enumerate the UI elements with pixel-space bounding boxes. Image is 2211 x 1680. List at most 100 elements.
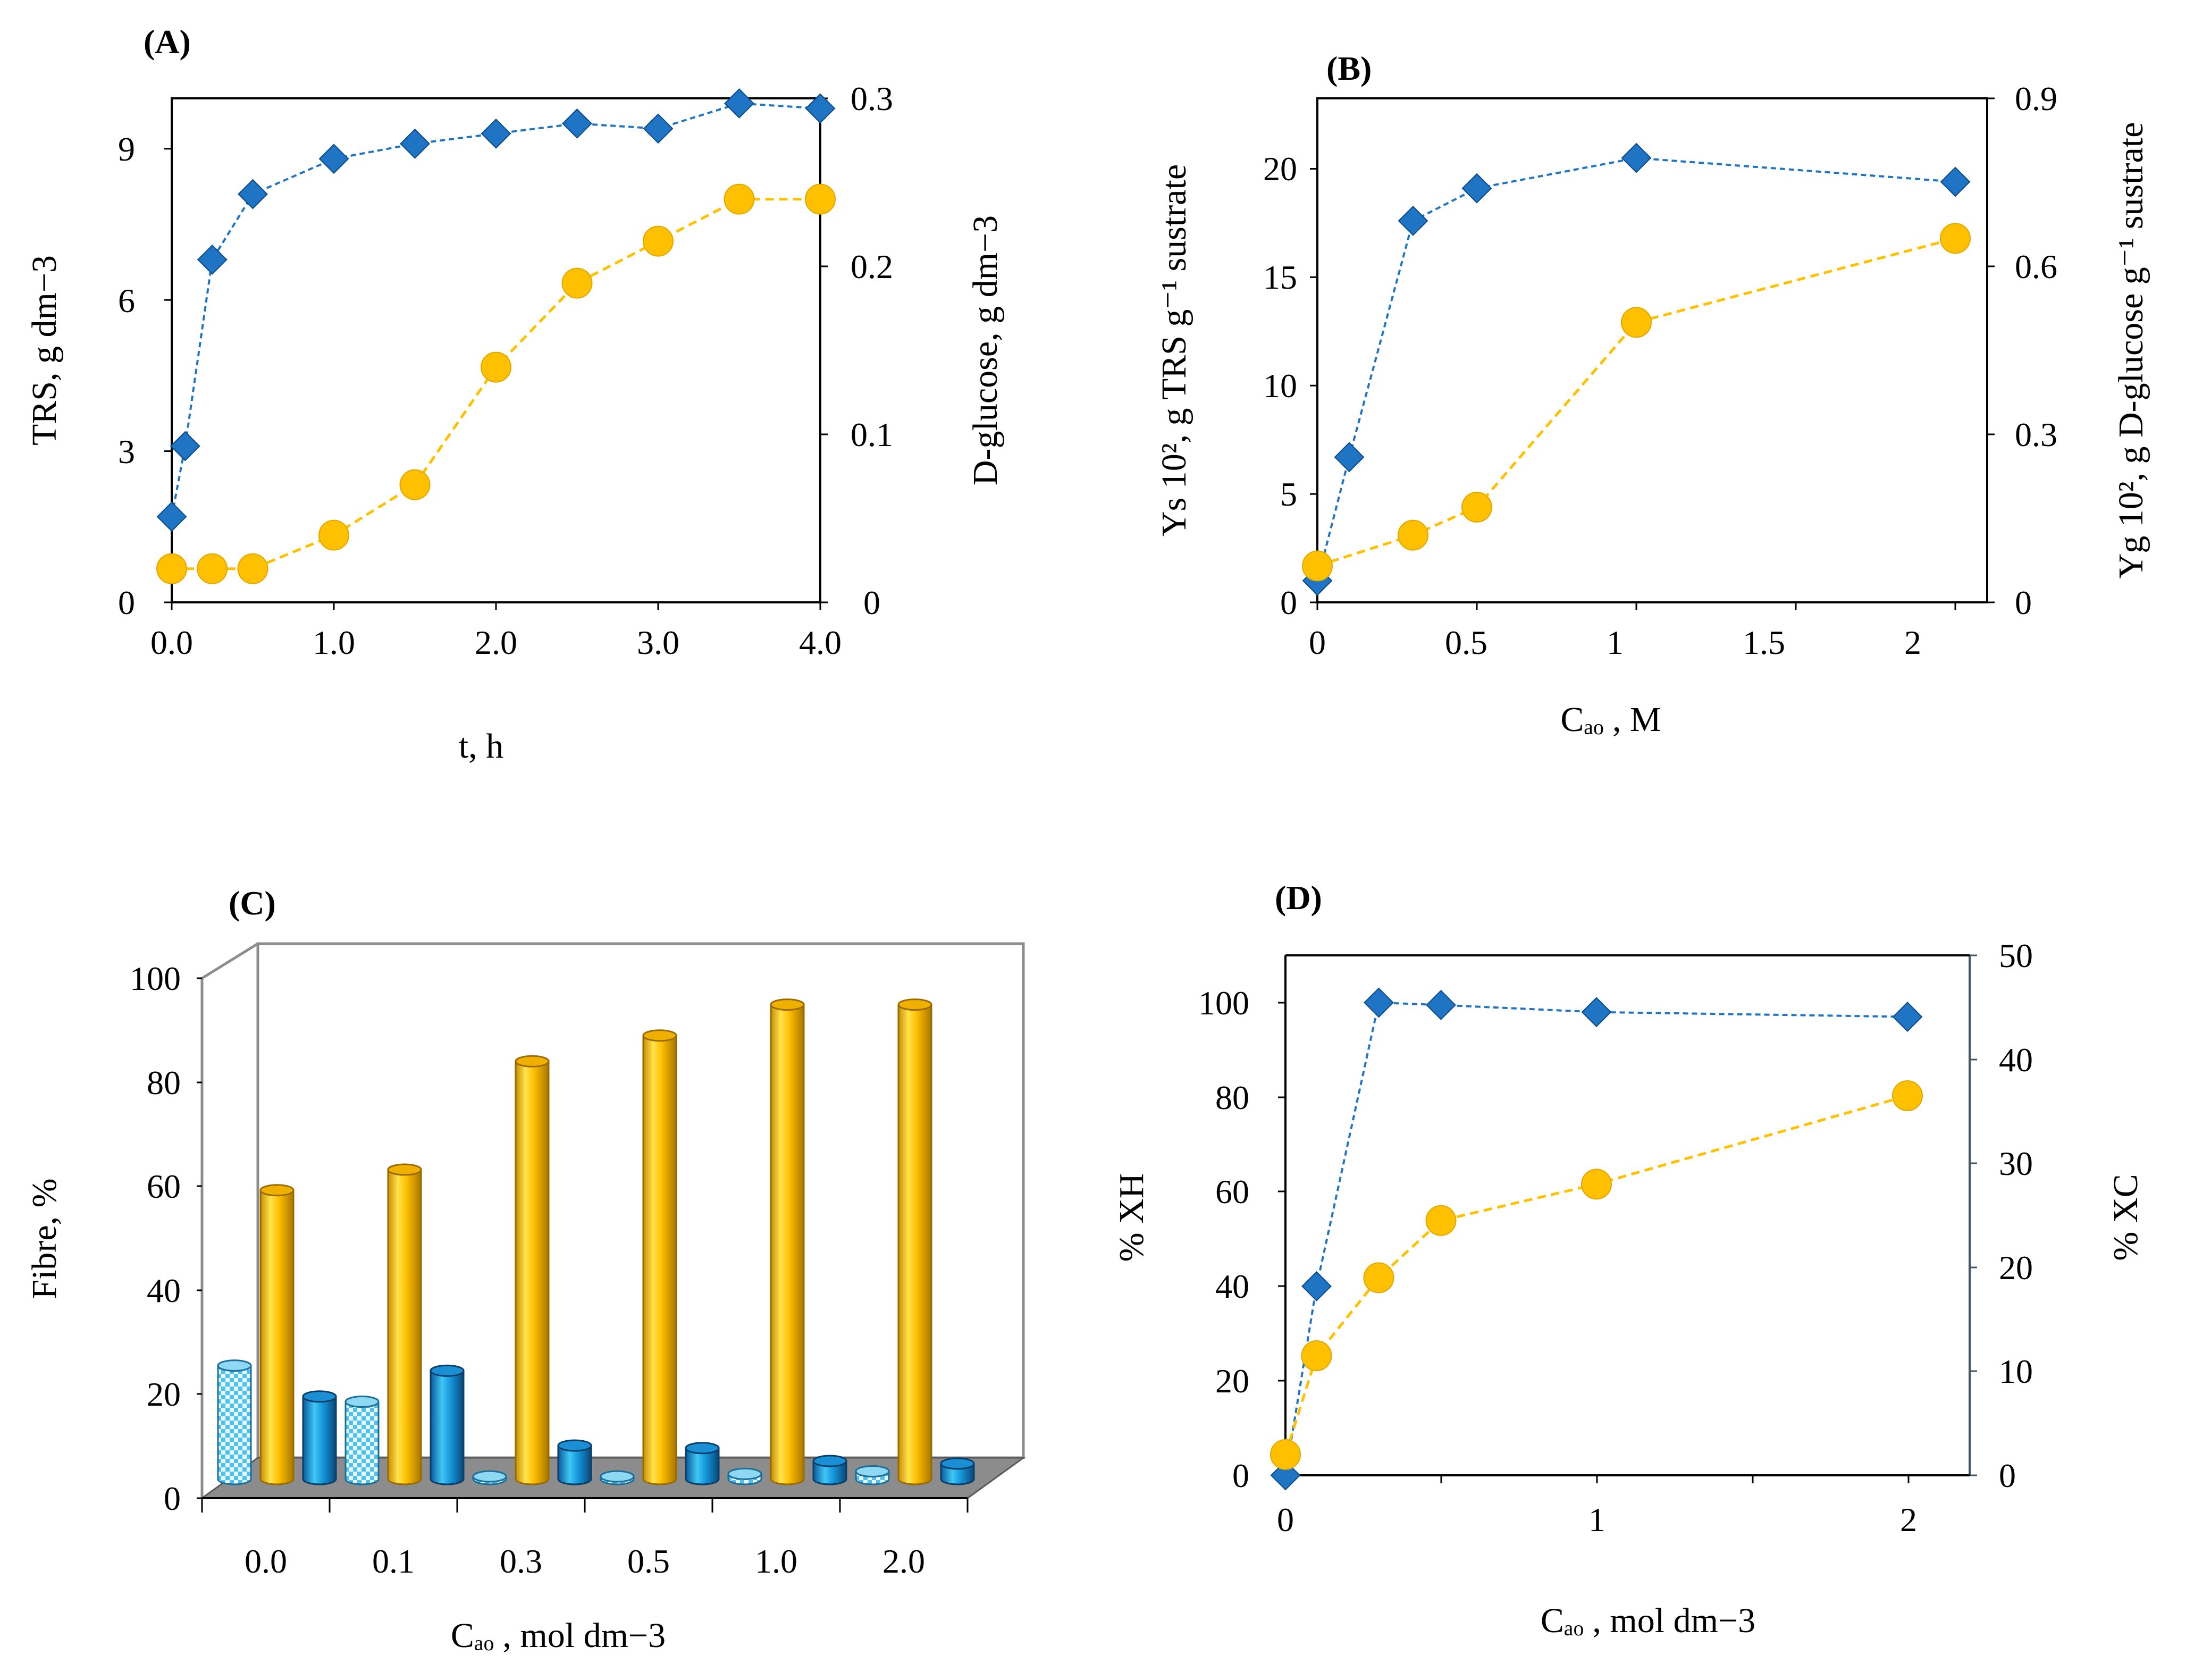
panel-c-lignin-bar [557,1444,592,1485]
panel-a-d-glucose-line [172,198,820,570]
panel-b-xtick-label: 1 [1607,624,1624,661]
panel-a-y2tick-label: 0.1 [851,416,893,453]
panel-d-x-ticks: 0 1 2 [1277,1501,1917,1539]
panel-c-y-axis-title: Fibre, % [25,1178,64,1299]
panel-c-cellulose-bar-top [515,1055,550,1068]
panel-a-ytick-label: 3 [118,433,135,471]
panel-b-yg-line [1317,237,1956,567]
panel-c: (C) 0 20 40 60 80 100 [25,884,1026,1655]
panel-a-y2tick-label: 0.3 [851,80,893,117]
panel-c-wall-edge [201,942,259,980]
panel-d-y2tick-label: 50 [1999,937,2033,975]
panel-c-category-label: 1.0 [755,1542,797,1580]
panel-d-y-ticks: 0 20 40 60 80 100 [1198,984,1249,1494]
panel-a-marks [156,88,836,610]
panel-d-xc-point [1581,1169,1612,1200]
panel-a-x-ticks: 0.0 1.0 2.0 3.0 4.0 [150,624,842,661]
panel-a-y2-ticks: 0 0.1 0.2 0.3 [851,80,893,621]
panel-b: (B) 0 5 10 15 20 0 0.3 0.6 0.9 0 0.5 1 1… [1155,49,2150,739]
panel-a-d-glucose-point [318,519,349,551]
panel-c-cellulose-bar [770,1004,805,1485]
panel-a-trs-point [562,108,592,139]
panel-a-trs-point [318,144,349,174]
panel-b-yg-point [1302,550,1333,582]
panel-d-y-axis-title: % XH [1112,1173,1151,1262]
panel-b-yg-point [1621,307,1652,338]
panel-a-d-glucose-point [197,553,228,584]
panel-c-category-label: 0.5 [627,1542,670,1580]
panel-c-lignin-bar-top [685,1442,720,1455]
panel-a-d-glucose-point [237,553,268,584]
panel-b-ytick-label: 15 [1263,258,1297,296]
panel-a-trs-point [724,88,754,119]
panel-c-ytick-label: 60 [147,1167,181,1205]
panel-c-lignin-bar-top [812,1455,847,1467]
panel-b-yg-point [1461,491,1492,523]
panel-c-lignin-bar-top [940,1457,975,1470]
panel-a-d-glucose-point [481,351,511,383]
panel-c-cellulose-bar-top [259,1184,295,1197]
panel-c-lignin-bar-top [557,1439,592,1452]
panel-d-xh-point [1364,987,1394,1018]
panel-d-ytick-label: 100 [1198,984,1249,1022]
panel-b-marks [1302,97,1995,610]
panel-c-category-label: 2.0 [882,1542,925,1580]
panel-a-xtick-label: 0.0 [150,624,193,661]
panel-d-ytick-label: 0 [1232,1457,1249,1494]
panel-b-plot-frame [1316,97,1988,603]
panel-d-xh-point [1581,997,1612,1028]
panel-c-cellulose-bar-top [642,1029,677,1042]
panel-c-hemicellulose-bar-top [472,1470,507,1483]
panel-a-d-glucose-point [399,469,431,500]
panel-c-cellulose-bar-top [770,998,805,1011]
panel-b-ytick-label: 5 [1280,475,1297,513]
panel-a-d-glucose-point [643,225,674,257]
panel-a-y2tick-label: 0 [863,584,880,621]
panel-d-xh-point [1426,989,1456,1020]
panel-d-xtick-label: 0 [1277,1501,1294,1539]
panel-d-xh-point [1892,1002,1923,1032]
panel-c-tick-marks [197,977,969,1513]
panel-a-y2-axis-title: D-glucose, g dm−3 [966,215,1005,485]
panel-c-cellulose-bar-top [897,998,932,1011]
panel-c-cellulose-bar [387,1169,422,1485]
panel-b-ytick-label: 10 [1263,367,1297,405]
panel-a: (A) 0 3 6 9 0 0.1 0.2 0.3 0.0 1.0 2.0 3.… [25,23,1005,766]
panel-a-trs-point [197,244,228,275]
panel-d-ytick-label: 40 [1215,1267,1249,1305]
panel-a-trs-point [805,93,836,124]
panel-d-ytick-label: 20 [1215,1362,1249,1400]
panel-b-y-ticks: 0 5 10 15 20 [1263,150,1297,621]
panel-b-ys-point [1398,205,1428,236]
panel-c-ytick-label: 0 [164,1480,181,1517]
panel-d-label: (D) [1275,879,1322,917]
panel-b-ys-line [1316,157,1956,581]
panel-c-ytick-label: 40 [147,1272,181,1309]
panel-d-y2-ticks: 0 10 20 30 40 50 [1999,937,2033,1494]
panel-b-y2tick-label: 0.3 [2015,416,2057,453]
panel-d-xh-line [1284,1001,1908,1476]
panel-c-cellulose-bar-top [387,1163,422,1176]
panel-b-ys-point [1461,173,1492,204]
panel-c-ytick-label: 20 [147,1375,181,1413]
panel-d-x-axis-title: Cₐₒ , mol dm−3 [1541,1601,1755,1640]
panel-c-lignin-bar [812,1460,847,1485]
panel-b-yg-point [1940,223,1971,254]
panel-b-xtick-label: 2 [1904,624,1921,661]
panel-c-label: (C) [229,884,276,922]
panel-a-ytick-label: 0 [118,584,135,621]
panel-c-hemicellulose-bar-top [217,1359,252,1372]
panel-c-hemicellulose-bar-top [727,1467,762,1480]
panel-d-xc-point [1892,1080,1923,1112]
panel-a-trs-line [171,102,821,517]
panel-a-y2tick-label: 0.2 [851,248,893,285]
panel-c-x-axis-title: Cₐₒ , mol dm−3 [451,1616,666,1655]
panel-c-lignin-bar [302,1396,337,1485]
panel-b-x-ticks: 0 0.5 1 1.5 2 [1309,624,1921,661]
panel-b-y-axis-title: Ys 10², g TRS g⁻¹ sustrate [1155,164,1193,536]
panel-b-y2tick-label: 0.6 [2015,248,2057,285]
panel-d-xtick-label: 2 [1900,1501,1917,1539]
panel-a-xtick-label: 1.0 [313,624,355,661]
panel-b-yg-point [1398,519,1428,551]
